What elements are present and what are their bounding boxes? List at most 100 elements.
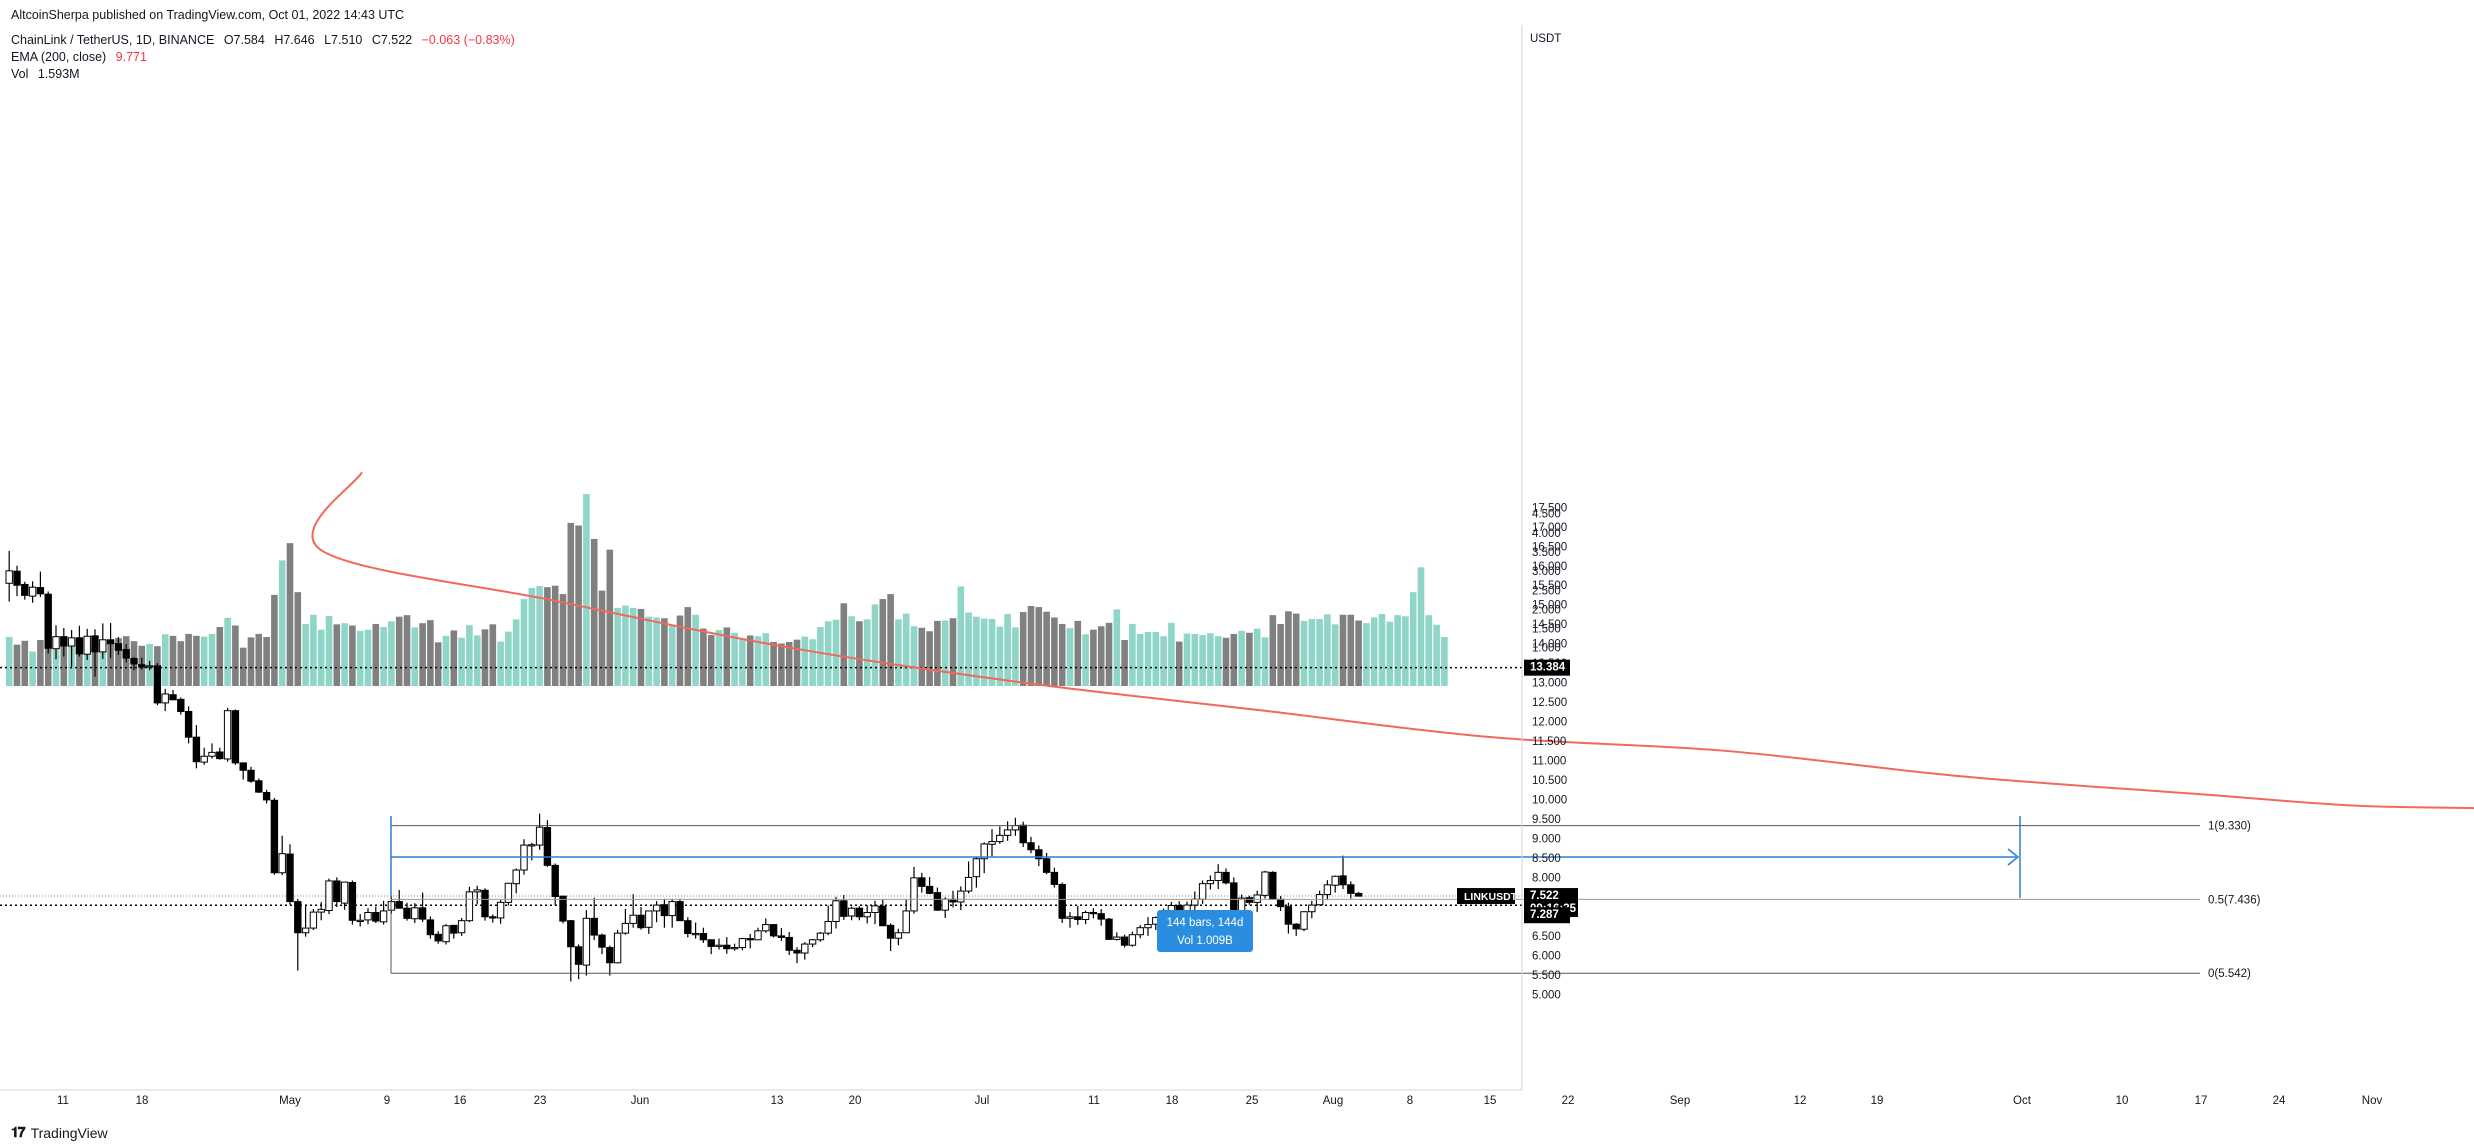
volume-bar: [286, 543, 294, 686]
volume-bar: [356, 630, 364, 686]
candle-body: [902, 910, 910, 934]
candle-body: [793, 949, 801, 954]
tradingview-logo-icon: 𝟏𝟕: [11, 1124, 26, 1140]
volume-bar: [528, 587, 536, 686]
price-tick-label: 1.000: [1532, 643, 1561, 655]
candle-body: [418, 907, 427, 920]
volume-bar: [707, 635, 715, 686]
time-tick-label: 16: [454, 1095, 467, 1107]
volume-bar: [629, 607, 637, 686]
time-tick-label: 22: [1562, 1095, 1575, 1107]
candle-body: [879, 905, 887, 927]
time-tick-label: Oct: [2013, 1095, 2032, 1107]
volume-bar: [1097, 626, 1105, 686]
candle-body: [379, 910, 388, 923]
candle-body: [1081, 911, 1090, 921]
candle-body: [169, 694, 177, 701]
volume-bar: [442, 635, 450, 686]
volume-bar: [598, 590, 606, 686]
price-tick-label: 3.500: [1532, 547, 1561, 559]
footer-brand[interactable]: 𝟏𝟕 TradingView: [11, 1124, 108, 1141]
candle-body: [1120, 936, 1129, 946]
time-tick-label: Sep: [1670, 1095, 1690, 1107]
time-tick-label: 10: [2116, 1095, 2129, 1107]
price-tick-label: 6.000: [1532, 950, 1561, 962]
candle-body: [348, 881, 357, 921]
candle-body: [637, 914, 645, 929]
volume-bar: [941, 620, 949, 686]
volume-bar: [902, 613, 910, 686]
price-tick-label: 2.000: [1532, 604, 1561, 616]
volume-bar: [388, 621, 395, 686]
volume-bar: [341, 623, 348, 686]
candle-body: [1347, 884, 1355, 894]
ema-value: 9.771: [115, 50, 147, 64]
volume-bar: [161, 634, 169, 686]
candle-body: [442, 925, 450, 943]
volume-bar: [466, 625, 473, 686]
candle-body: [450, 924, 458, 934]
volume-bar: [247, 637, 255, 686]
volume-bar: [746, 635, 754, 686]
volume-bar: [1409, 592, 1417, 686]
volume-bar: [762, 633, 770, 686]
volume-bar: [965, 612, 972, 686]
level-13-tag-bg: [1524, 659, 1570, 676]
candle-body: [933, 892, 942, 911]
volume-bar: [302, 623, 309, 686]
candle-body: [1128, 934, 1137, 946]
volume-bar: [809, 639, 816, 686]
candle-body: [754, 930, 762, 941]
time-tick-label: 12: [1794, 1095, 1807, 1107]
candle-body: [1097, 913, 1105, 920]
ohlc-change: −0.063 (−0.83%): [421, 33, 515, 47]
volume-bar: [723, 627, 731, 686]
last-price-tag-text: 7.522: [1530, 890, 1559, 902]
volume-bar: [473, 635, 481, 686]
candle-body: [1261, 871, 1269, 896]
volume-bar: [544, 587, 551, 686]
volume-bar: [1292, 613, 1300, 686]
candle-body: [1027, 842, 1035, 851]
volume-bar: [871, 604, 879, 686]
volume-bar: [1152, 631, 1160, 686]
candle-body: [216, 751, 224, 760]
level-13-tag-text: 13.384: [1530, 662, 1566, 674]
ohlc-high: H7.646: [274, 33, 315, 47]
volume-bar: [76, 637, 83, 686]
candle-body: [652, 904, 661, 912]
candle-body: [177, 698, 185, 712]
volume-bar: [1082, 634, 1089, 686]
price-tick-label: 9.000: [1532, 833, 1561, 845]
volume-bar: [1019, 612, 1027, 686]
footer-brand-name: TradingView: [30, 1124, 108, 1141]
volume-bar: [910, 626, 918, 686]
volume-bar: [1090, 629, 1097, 686]
candle-body: [1354, 892, 1363, 897]
ema-legend[interactable]: EMA (200, close) 9.771: [11, 50, 153, 65]
volume-bar: [949, 618, 957, 686]
candle-body: [613, 932, 622, 964]
candle-body: [988, 841, 996, 845]
currency-label: USDT: [1530, 33, 1561, 45]
candle-body: [21, 583, 29, 596]
measure-arrowhead-icon: [2007, 848, 2020, 866]
volume-bar: [115, 638, 122, 686]
volume-bar: [622, 605, 629, 686]
candle-body: [840, 900, 848, 917]
candle-body: [886, 924, 895, 939]
candle-body: [122, 649, 130, 659]
measure-badge: [1157, 910, 1253, 952]
time-tick-label: 24: [2273, 1095, 2286, 1107]
volume-bar: [653, 617, 660, 686]
price-tick-label: 12.000: [1532, 717, 1567, 729]
fib-retracement: 1(9.330) 0.5(7.436) 0(5.542): [390, 821, 2261, 980]
volume-legend[interactable]: Vol 1.593M: [11, 67, 86, 82]
volume-bar: [848, 616, 855, 686]
candle-body: [598, 934, 606, 948]
candle-body: [606, 947, 614, 964]
volume-bar: [980, 618, 988, 686]
time-tick-label: 17: [2195, 1095, 2208, 1107]
volume-bar: [785, 641, 793, 686]
